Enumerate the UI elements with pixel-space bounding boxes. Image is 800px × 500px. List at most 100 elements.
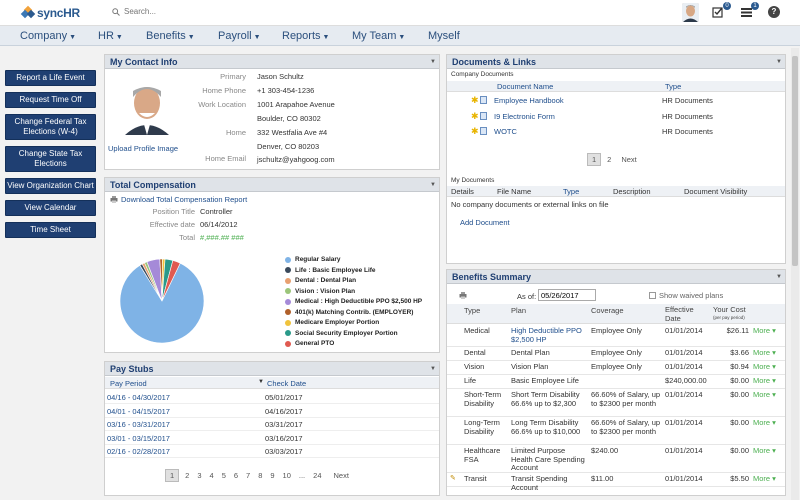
page-link[interactable]: 5 (221, 471, 226, 480)
pay-period-link[interactable]: 04/16 - 04/30/2017 (107, 393, 170, 402)
sort-down-icon[interactable]: ▼ (258, 379, 264, 385)
page-link[interactable]: 1 (587, 153, 602, 166)
show-waived-toggle[interactable]: Show waived plans (649, 291, 723, 300)
nav-my-team[interactable]: My Team ▼ (352, 26, 405, 48)
page-link[interactable]: 9 (270, 471, 275, 480)
search-input[interactable] (124, 7, 264, 16)
collapse-icon[interactable]: ▼ (430, 59, 436, 65)
benefit-cost: $5.50 (730, 474, 749, 483)
table-row: Dental Dental Plan Employee Only 01/01/2014… (447, 347, 785, 361)
scrollbar-thumb[interactable] (792, 56, 798, 266)
search-box[interactable] (112, 7, 264, 16)
page-link[interactable]: 2 (607, 155, 612, 164)
collapse-icon[interactable]: ▼ (430, 182, 436, 188)
more-dropdown[interactable]: More ▾ (753, 390, 776, 399)
pie-slice-0[interactable] (119, 262, 205, 344)
page-link[interactable]: 10 (282, 471, 291, 480)
pay-period-link[interactable]: 03/01 - 03/15/2017 (107, 433, 170, 443)
upload-profile-image-link[interactable]: Upload Profile Image (108, 144, 179, 153)
benefit-plan: Long Term Disability 66.6% up to $10,000 (511, 418, 581, 436)
document-name-column[interactable]: Document Name (497, 82, 554, 91)
page-link[interactable]: 2 (185, 471, 190, 480)
my-docs-column[interactable]: Document Visibility (684, 187, 748, 196)
more-dropdown[interactable]: More ▾ (753, 418, 776, 427)
check-date-column[interactable]: Check Date (267, 379, 307, 388)
as-of-date-input[interactable] (538, 289, 596, 301)
show-waived-checkbox[interactable] (649, 292, 656, 299)
my-docs-column[interactable]: Details (451, 187, 474, 196)
add-document-link[interactable]: Add Document (460, 218, 510, 227)
more-dropdown[interactable]: More ▾ (753, 326, 776, 335)
pay-period-column[interactable]: Pay Period (110, 379, 147, 388)
next-page-link[interactable]: Next (333, 471, 349, 480)
benefit-plan: Basic Employee Life (511, 376, 579, 385)
benefit-coverage: Employee Only (591, 326, 642, 335)
company-documents-label: Company Documents (451, 71, 514, 78)
document-type-column[interactable]: Type (665, 82, 682, 91)
pie-slice-8[interactable] (161, 260, 181, 302)
legend-label: Vision : Vision Plan (295, 287, 356, 295)
pay-period-link[interactable]: 04/01 - 04/15/2017 (107, 406, 170, 416)
view-org-chart-button[interactable]: View Organization Chart (5, 178, 96, 194)
pay-period-link[interactable]: 03/16 - 03/31/2017 (107, 420, 170, 429)
more-dropdown[interactable]: More ▾ (753, 376, 776, 385)
document-link[interactable]: I9 Electronic Form (494, 111, 555, 121)
nav-reports[interactable]: Reports ▼ (282, 26, 329, 48)
nav-benefits[interactable]: Benefits ▼ (146, 26, 195, 48)
more-dropdown[interactable]: More ▾ (753, 348, 776, 357)
benefits-table-header: Type Plan Coverage Effective Date Your C… (447, 304, 785, 324)
page-link[interactable]: 8 (258, 471, 263, 480)
page-link[interactable]: ... (298, 471, 306, 480)
my-docs-column[interactable]: Type (563, 187, 580, 196)
collapse-icon[interactable]: ▼ (776, 59, 782, 65)
chevron-down-icon: ▼ (322, 34, 330, 41)
nav-hr[interactable]: HR ▼ (98, 26, 123, 48)
collapse-icon[interactable]: ▼ (776, 274, 782, 280)
help-icon[interactable]: ? (768, 6, 780, 18)
legend-item: Dental : Dental Plan (285, 277, 356, 284)
page-link[interactable]: 6 (233, 471, 239, 480)
nav-myself-label: Myself (428, 30, 460, 42)
page-link[interactable]: 7 (246, 471, 251, 480)
my-docs-column[interactable]: Description (613, 187, 651, 196)
page-link[interactable]: 1 (165, 469, 180, 482)
benefit-type: Long-Term Disability (464, 418, 500, 436)
home-label: Home (225, 128, 246, 137)
benefit-plan-link[interactable]: High Deductible PPO $2,500 HP (511, 326, 582, 344)
download-report-link[interactable]: Download Total Compensation Report (110, 195, 247, 204)
my-docs-column[interactable]: File Name (497, 187, 532, 196)
messages-button[interactable]: 1 (740, 2, 759, 18)
request-time-off-button[interactable]: Request Time Off (5, 92, 96, 108)
page-scrollbar[interactable] (791, 48, 799, 500)
nav-company[interactable]: Company ▼ (20, 26, 76, 48)
document-link[interactable]: WOTC (494, 127, 517, 136)
page-link[interactable]: 4 (209, 471, 214, 480)
more-dropdown[interactable]: More ▾ (753, 446, 776, 455)
view-calendar-button[interactable]: View Calendar (5, 200, 96, 216)
edit-pencil-icon[interactable]: ✎ (450, 475, 456, 482)
change-state-tax-button[interactable]: Change State Tax Elections (5, 146, 96, 172)
legend-label: Regular Salary (295, 256, 341, 263)
nav-myself[interactable]: Myself (428, 26, 460, 46)
change-federal-tax-button[interactable]: Change Federal Tax Elections (W-4) (5, 114, 96, 140)
document-link[interactable]: Employee Handbook (494, 96, 564, 105)
page-link[interactable]: 3 (197, 471, 202, 480)
pay-period-link[interactable]: 02/16 - 02/28/2017 (107, 447, 170, 456)
printer-icon[interactable] (459, 292, 467, 299)
user-avatar[interactable] (682, 3, 699, 22)
report-life-event-button[interactable]: Report a Life Event (5, 70, 96, 86)
panel-title: Pay Stubs (110, 364, 154, 374)
collapse-icon[interactable]: ▼ (430, 366, 436, 372)
page-link[interactable]: 24 (313, 471, 322, 480)
more-dropdown[interactable]: More ▾ (753, 474, 776, 483)
time-sheet-button[interactable]: Time Sheet (5, 222, 96, 238)
profile-photo-image (123, 79, 171, 135)
notifications-button[interactable]: 0 (712, 2, 731, 18)
logo[interactable]: syncHR (20, 5, 80, 20)
nav-payroll[interactable]: Payroll ▼ (218, 26, 261, 48)
benefits-summary-header: Benefits Summary ▼ (447, 270, 785, 284)
legend-label: Life : Basic Employee Life (295, 266, 376, 274)
more-dropdown[interactable]: More ▾ (753, 362, 776, 371)
legend-label: Medicare Employer Portion (295, 319, 380, 326)
next-page-link[interactable]: Next (621, 155, 637, 164)
